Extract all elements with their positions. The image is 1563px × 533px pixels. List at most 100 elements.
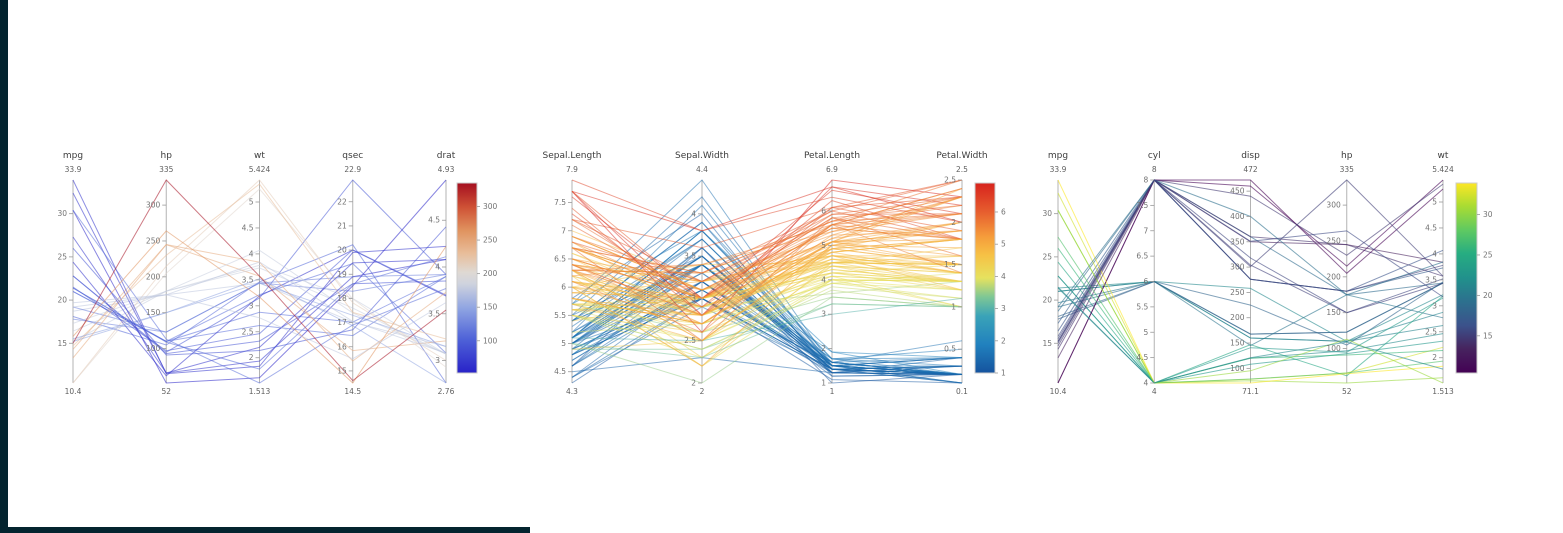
data-line[interactable]: [72, 282, 447, 347]
data-line[interactable]: [571, 186, 963, 232]
axis-tick-label: 4: [435, 263, 440, 272]
data-line[interactable]: [571, 244, 963, 367]
data-line[interactable]: [571, 196, 963, 291]
data-line[interactable]: [571, 224, 963, 333]
data-line[interactable]: [571, 275, 963, 316]
data-line[interactable]: [571, 303, 963, 359]
data-line[interactable]: [1057, 287, 1444, 384]
data-line[interactable]: [72, 294, 447, 360]
data-line[interactable]: [1057, 280, 1444, 347]
colorbar[interactable]: [456, 182, 478, 374]
axis-title-disp: disp: [1241, 151, 1260, 161]
data-line[interactable]: [571, 230, 963, 342]
data-line[interactable]: [72, 209, 447, 384]
data-line[interactable]: [571, 188, 963, 291]
data-line[interactable]: [571, 265, 963, 333]
data-line[interactable]: [571, 296, 963, 333]
data-line[interactable]: [1057, 236, 1444, 384]
axis-tick-label: 30: [1042, 209, 1052, 218]
axis-tick-label: 18: [337, 294, 347, 303]
data-line[interactable]: [1057, 280, 1444, 335]
data-line[interactable]: [571, 297, 963, 384]
data-line[interactable]: [72, 230, 447, 384]
axis-tick-label: 1.5: [944, 260, 956, 269]
axis-min-label: 71.1: [1242, 387, 1259, 396]
axis-tick-label: 3: [249, 301, 254, 310]
data-line[interactable]: [72, 236, 447, 374]
data-line[interactable]: [1057, 179, 1444, 384]
data-line[interactable]: [1057, 280, 1444, 342]
data-line[interactable]: [571, 179, 963, 232]
data-line[interactable]: [571, 238, 963, 299]
data-line[interactable]: [72, 179, 447, 382]
axis-tick-label: 2: [1432, 353, 1437, 362]
data-line[interactable]: [72, 261, 447, 354]
axis-tick-label: 5: [249, 198, 254, 207]
colorbar[interactable]: [1455, 182, 1478, 374]
axis-tick-label: 20: [337, 246, 347, 255]
data-line[interactable]: [1057, 209, 1444, 384]
data-line[interactable]: [571, 230, 963, 325]
data-line[interactable]: [571, 179, 963, 274]
data-line[interactable]: [571, 238, 963, 375]
data-line[interactable]: [571, 255, 963, 363]
data-line[interactable]: [1057, 280, 1444, 346]
axis-tick-label: 4.5: [1136, 353, 1148, 362]
data-line[interactable]: [72, 256, 447, 370]
data-line[interactable]: [72, 267, 447, 355]
data-line[interactable]: [72, 278, 447, 384]
colorbar-tick-label: 1: [1001, 369, 1006, 378]
parcoords-plot-mtcars-hp[interactable]: mpg33.910.430252015hp3355230025020015010…: [57, 151, 497, 396]
data-line[interactable]: [1057, 179, 1444, 350]
parcoords-plot-mtcars-mpg[interactable]: mpg33.910.430252015cyl8487.576.565.554.5…: [1042, 151, 1492, 396]
data-line[interactable]: [571, 179, 963, 249]
data-line[interactable]: [72, 192, 447, 374]
data-line[interactable]: [571, 265, 963, 359]
data-line[interactable]: [72, 179, 447, 384]
data-line[interactable]: [1057, 179, 1444, 344]
data-line[interactable]: [571, 272, 963, 305]
data-line[interactable]: [571, 179, 963, 274]
data-line[interactable]: [571, 297, 963, 342]
axis-tick-label: 4: [249, 249, 254, 258]
axis-max-label: 4.4: [696, 165, 708, 174]
axis-tick-label: 5.5: [554, 311, 566, 320]
data-line[interactable]: [571, 217, 963, 299]
data-line[interactable]: [1057, 179, 1444, 337]
data-line[interactable]: [571, 268, 963, 308]
axis-tick-label: 2.5: [944, 176, 956, 185]
data-line[interactable]: [571, 230, 963, 375]
data-line[interactable]: [1057, 179, 1444, 384]
axis-tick-label: 5: [1143, 328, 1148, 337]
data-line[interactable]: [571, 227, 963, 291]
data-line[interactable]: [571, 230, 963, 325]
data-line[interactable]: [571, 221, 963, 316]
axis-tick-label: 4.5: [1425, 223, 1437, 232]
axis-max-label: 5.424: [249, 165, 271, 174]
data-line[interactable]: [72, 179, 447, 353]
data-line[interactable]: [72, 179, 447, 375]
data-line[interactable]: [571, 279, 963, 342]
data-line[interactable]: [571, 221, 963, 299]
colorbar-tick-label: 100: [483, 336, 498, 345]
data-line[interactable]: [571, 190, 963, 300]
axis-tick-label: 2: [821, 344, 826, 353]
data-line[interactable]: [571, 289, 963, 350]
colorbar[interactable]: [974, 182, 996, 374]
data-line[interactable]: [72, 226, 447, 356]
parcoords-plot-iris[interactable]: Sepal.Length 7.9 4.3 7.5 7 6.5 6 5.5 5 4.5 Sepal.W…: [543, 151, 1006, 396]
data-line[interactable]: [1057, 280, 1444, 342]
data-line[interactable]: [571, 210, 963, 283]
data-line[interactable]: [571, 357, 963, 374]
data-line[interactable]: [1057, 275, 1444, 384]
data-line[interactable]: [571, 186, 963, 316]
axis-tick-label: 20: [57, 296, 67, 305]
data-line[interactable]: [72, 249, 447, 352]
data-line[interactable]: [571, 196, 963, 277]
data-line[interactable]: [571, 238, 963, 299]
axis-tick-label: 22: [337, 197, 347, 206]
data-line[interactable]: [72, 244, 447, 384]
data-line[interactable]: [72, 183, 447, 347]
data-line[interactable]: [72, 264, 447, 355]
data-line[interactable]: [1057, 261, 1444, 384]
